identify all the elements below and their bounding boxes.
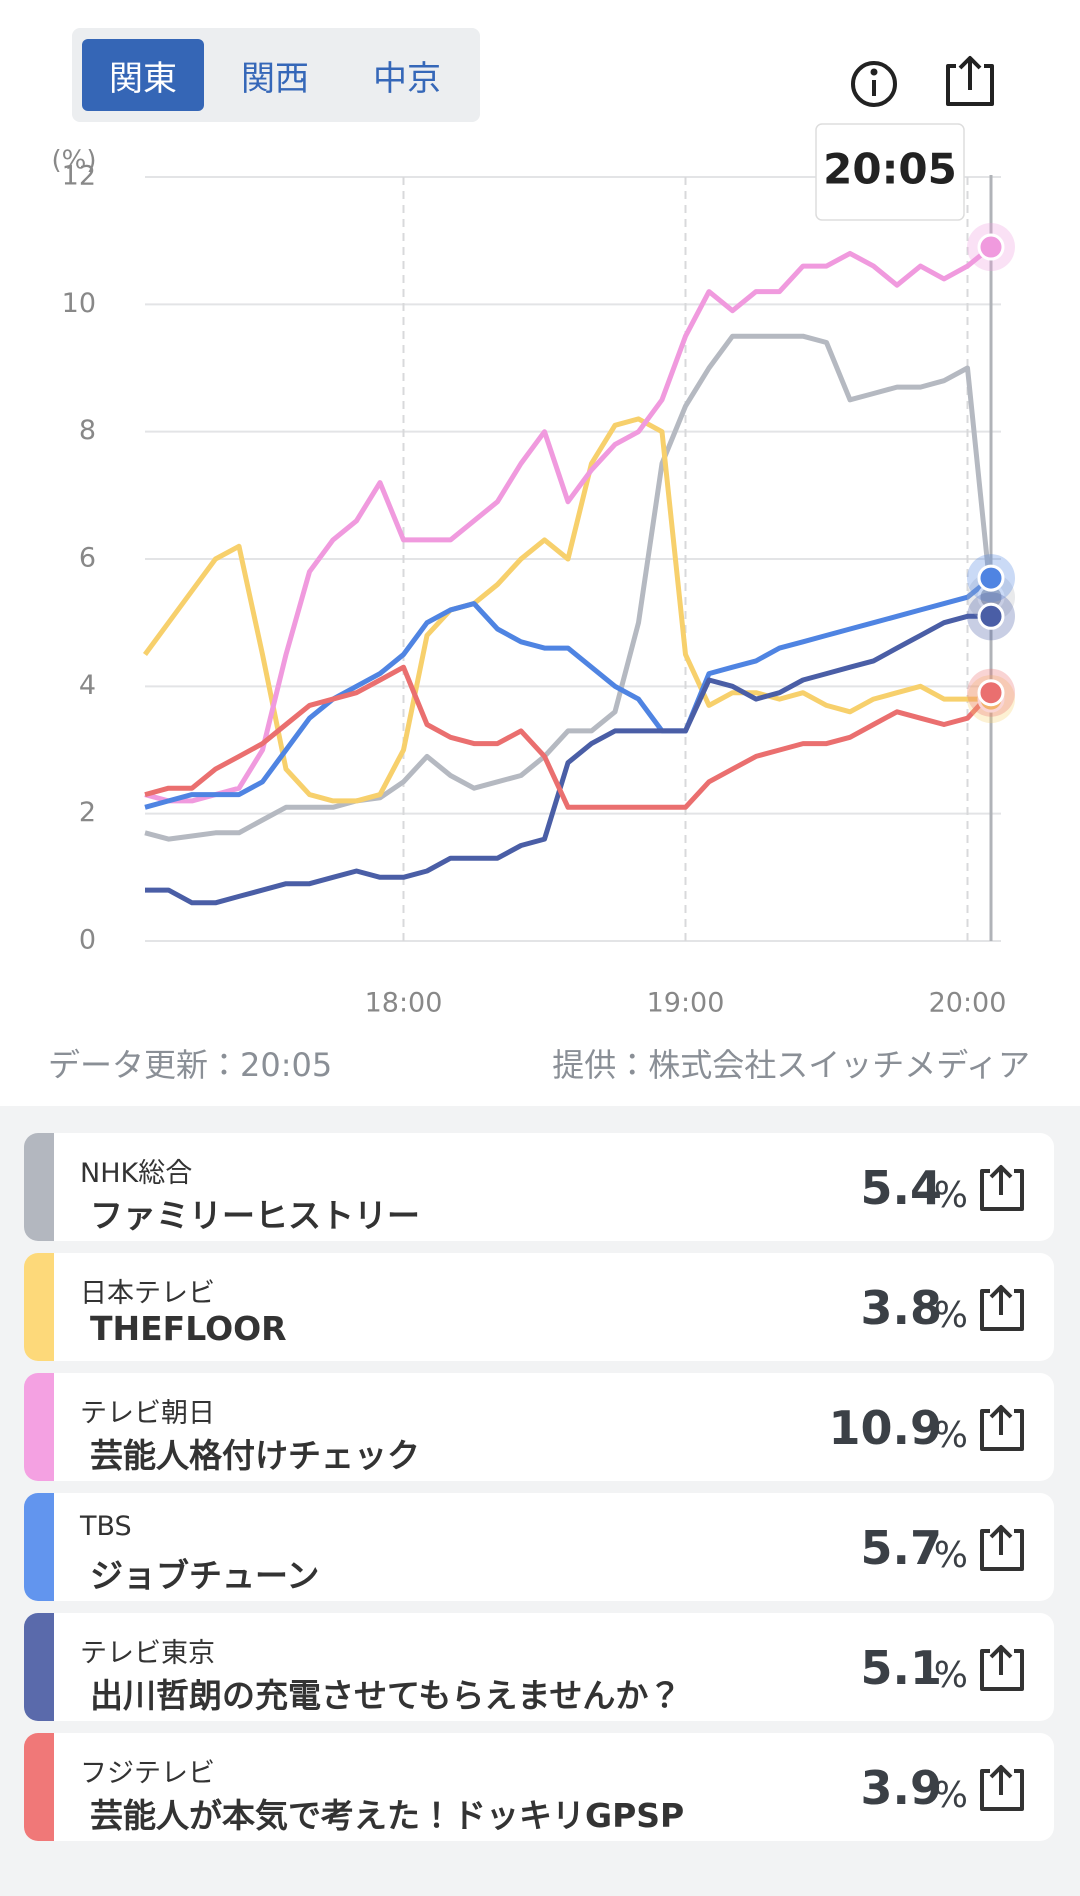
program-title: 出川哲朗の充電させてもらえませんか？ bbox=[90, 1676, 682, 1715]
program-title: THEFLOOR bbox=[90, 1309, 287, 1348]
program-card: NHK総合ファミリーヒストリー 5.4% bbox=[24, 1133, 1054, 1241]
program-card: 日本テレビ THEFLOOR 3.8% bbox=[24, 1253, 1054, 1361]
series-line bbox=[145, 613, 991, 906]
tooltip-box bbox=[815, 123, 965, 221]
channel-color bbox=[24, 1733, 54, 1841]
rating: 10.9 bbox=[828, 1401, 943, 1455]
program-title: ジョブチューン bbox=[90, 1556, 320, 1595]
series-line bbox=[144, 333, 994, 842]
y-tick-label: 6 bbox=[79, 543, 96, 574]
chart: (%) 0 2 4 6 8 10 12 18:00 19:00 20:00 20:05 bbox=[52, 56, 1015, 1019]
channel-name: テレビ東京 bbox=[80, 1638, 215, 1669]
series-line bbox=[144, 664, 993, 810]
y-tick-label: 12 bbox=[62, 161, 96, 192]
y-axis-label: (%) bbox=[52, 146, 97, 176]
program-title: 芸能人が本気で考えた！ドッキリGPSP bbox=[90, 1796, 685, 1835]
end-point bbox=[977, 233, 1005, 261]
share-icon bbox=[980, 1525, 1024, 1571]
program-list: NHK総合 ファミリーヒストリー 5.4% 日本テレビ THEFLOOR 3.8% テレビ朝… bbox=[0, 1106, 1080, 1896]
region-tabs: 関東 関西 中京 bbox=[72, 28, 480, 122]
channel-color bbox=[24, 1373, 54, 1481]
program-title: 芸能人格付けチェック bbox=[90, 1436, 420, 1475]
share-icon bbox=[980, 1765, 1024, 1811]
share-button[interactable] bbox=[976, 1763, 1026, 1817]
rating: 5.7 bbox=[860, 1521, 943, 1575]
share-button[interactable] bbox=[976, 1643, 1026, 1697]
y-tick-label: 2 bbox=[79, 797, 96, 828]
rating: 3.9 bbox=[860, 1761, 943, 1815]
channel-name: NHK総合 bbox=[80, 1158, 193, 1189]
rating-unit: % bbox=[933, 1175, 968, 1216]
rating-unit: % bbox=[933, 1535, 968, 1576]
series-line bbox=[142, 416, 991, 804]
program-card: TBS ジョブチューン 5.7% bbox=[24, 1493, 1054, 1601]
series-line bbox=[144, 245, 993, 804]
channel-color bbox=[24, 1493, 54, 1601]
channel-name: フジテレビ bbox=[80, 1758, 215, 1789]
program-card: テレビ東京出川哲朗の充電させてもらえませんか？ 5.1% bbox=[24, 1613, 1054, 1721]
rating-unit: % bbox=[933, 1655, 968, 1696]
rating: 5.1 bbox=[860, 1641, 943, 1695]
source: 提供：株式会社スイッチメディア bbox=[552, 1046, 1030, 1084]
share-icon bbox=[980, 1645, 1024, 1691]
share-icon bbox=[980, 1165, 1024, 1211]
program-card: テレビ朝日芸能人格付けチェック 10.9% bbox=[24, 1373, 1054, 1481]
program-title: ファミリーヒストリー bbox=[90, 1196, 420, 1235]
share-button[interactable] bbox=[976, 1403, 1026, 1457]
channel-name: 日本テレビ bbox=[80, 1278, 215, 1309]
share-icon bbox=[980, 1405, 1024, 1451]
share-icon bbox=[980, 1285, 1024, 1331]
channel-color bbox=[24, 1133, 54, 1241]
x-tick-label: 20:00 bbox=[929, 988, 1007, 1019]
x-tick-label: 18:00 bbox=[365, 988, 443, 1019]
y-tick-label: 10 bbox=[62, 288, 96, 319]
info-icon[interactable] bbox=[851, 61, 897, 107]
tab[interactable]: 関西 bbox=[241, 58, 309, 99]
rating-unit: % bbox=[933, 1775, 968, 1816]
channel-color bbox=[24, 1613, 54, 1721]
rating-unit: % bbox=[933, 1295, 968, 1336]
tooltip-text: 20:05 bbox=[823, 145, 957, 194]
channel-color bbox=[24, 1253, 54, 1361]
channel-name: TBS bbox=[80, 1511, 132, 1542]
end-point bbox=[977, 564, 1005, 592]
y-tick-label: 8 bbox=[79, 415, 96, 446]
rating-unit: % bbox=[933, 1415, 968, 1456]
series-line bbox=[144, 576, 993, 810]
share-button[interactable] bbox=[976, 1523, 1026, 1577]
rating: 3.8 bbox=[860, 1281, 943, 1335]
share-button[interactable] bbox=[976, 1163, 1026, 1217]
end-point bbox=[977, 679, 1005, 707]
end-point bbox=[977, 602, 1005, 630]
program-card: フジテレビ芸能人が本気で考えた！ドッキリGPSP 3.9% bbox=[24, 1733, 1054, 1841]
share-icon[interactable] bbox=[946, 56, 994, 106]
share-button[interactable] bbox=[976, 1283, 1026, 1337]
y-tick-label: 0 bbox=[79, 925, 96, 956]
channel-name: テレビ朝日 bbox=[80, 1398, 215, 1429]
tab[interactable]: 中京 bbox=[373, 58, 441, 99]
update-time: データ更新：20:05 bbox=[48, 1046, 333, 1084]
tab[interactable]: 関東 bbox=[82, 39, 204, 111]
x-tick-label: 19:00 bbox=[647, 988, 725, 1019]
rating: 5.4 bbox=[860, 1161, 943, 1215]
y-tick-label: 4 bbox=[79, 670, 96, 701]
